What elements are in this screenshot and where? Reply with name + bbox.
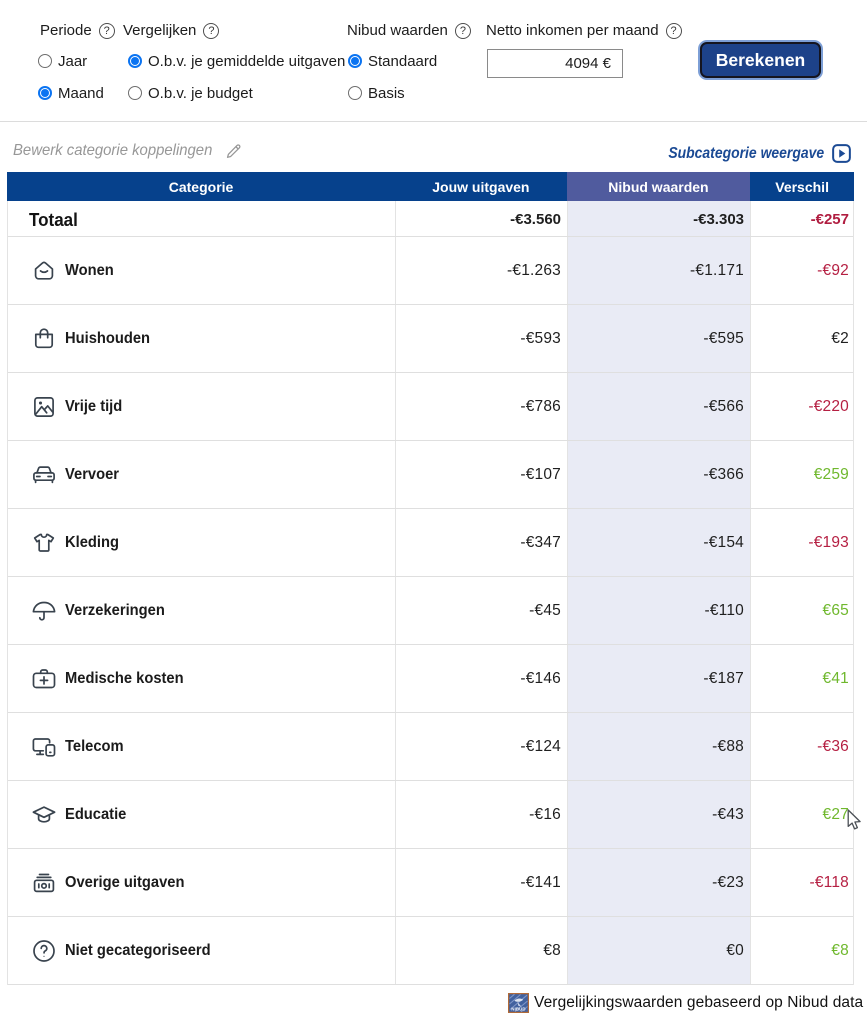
svg-text:NIBUD: NIBUD <box>511 1007 525 1012</box>
